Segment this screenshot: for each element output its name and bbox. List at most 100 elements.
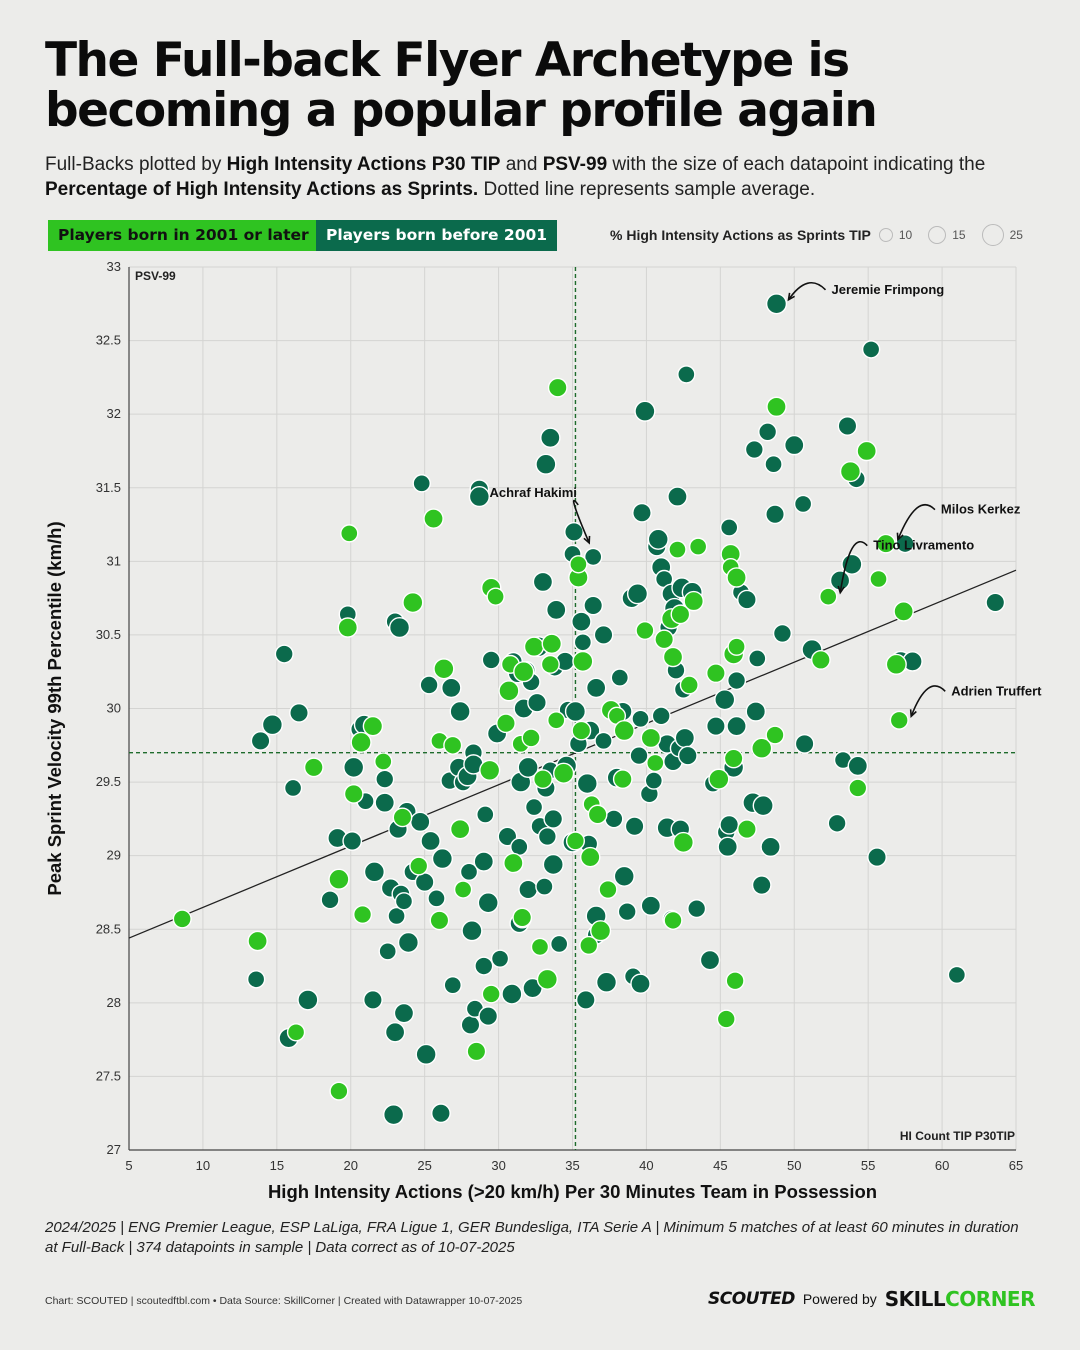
- data-point-young: [705, 663, 726, 684]
- data-point-older: [793, 494, 813, 514]
- data-point-young: [670, 604, 691, 625]
- data-point-older: [393, 1002, 415, 1024]
- data-point-older: [473, 851, 495, 872]
- data-point-young: [337, 617, 359, 638]
- data-point-older: [414, 872, 435, 893]
- data-point-young: [635, 620, 655, 641]
- brand-logos: SCOUTED Powered by SKILLCORNER: [708, 1287, 1035, 1311]
- data-point-young: [547, 711, 566, 730]
- data-point-older: [378, 942, 397, 961]
- data-point-older: [624, 816, 645, 837]
- data-point-older: [719, 814, 740, 835]
- data-point-young: [503, 852, 524, 874]
- data-point-older: [289, 703, 309, 723]
- data-point-young: [589, 920, 612, 942]
- data-point-older: [431, 848, 454, 870]
- annotation-arrow: [897, 504, 936, 540]
- data-point-older: [576, 772, 598, 795]
- data-point-young: [536, 968, 558, 990]
- data-point-older: [632, 502, 652, 523]
- data-point-older: [717, 836, 738, 858]
- data-point-young: [409, 856, 429, 876]
- data-point-older: [476, 805, 495, 824]
- data-point-older: [867, 847, 887, 868]
- annotation-label: Adrien Truffert: [951, 683, 1042, 698]
- data-point-older: [794, 733, 815, 754]
- data-point-older: [490, 949, 510, 968]
- y-tick-label: 28: [107, 995, 121, 1010]
- data-point-older: [748, 649, 767, 668]
- data-point-older: [545, 599, 567, 621]
- data-point-young: [856, 440, 877, 462]
- data-point-older: [745, 701, 767, 722]
- data-point-older: [460, 1015, 481, 1035]
- data-point-older: [532, 571, 554, 593]
- data-point-older: [626, 583, 649, 605]
- data-point-older: [394, 892, 414, 911]
- x-tick-label: 35: [565, 1158, 579, 1173]
- annotation-arrowhead: [909, 709, 917, 718]
- data-point-young: [423, 508, 444, 529]
- data-point-young: [572, 650, 594, 673]
- data-point-young: [810, 650, 831, 670]
- y-tick-label: 27: [107, 1142, 121, 1157]
- y-tick-label: 30: [107, 701, 121, 716]
- data-point-older: [363, 861, 386, 883]
- data-point-young: [350, 731, 372, 753]
- data-point-older: [449, 700, 471, 723]
- data-point-young: [679, 675, 699, 695]
- data-point-young: [708, 768, 730, 790]
- annotation-label: Milos Kerkez: [941, 502, 1021, 517]
- size-legend-value: 15: [952, 228, 966, 242]
- data-point-young: [453, 880, 473, 899]
- data-point-young: [889, 710, 909, 730]
- y-tick-label: 32.5: [96, 333, 121, 348]
- data-point-young: [286, 1023, 306, 1042]
- x-tick-label: 40: [639, 1158, 653, 1173]
- data-point-older: [705, 716, 726, 737]
- data-point-older: [772, 623, 792, 643]
- y-tick-label: 31.5: [96, 480, 121, 495]
- data-point-young: [716, 1009, 736, 1029]
- y-tick-label: 33: [107, 259, 121, 274]
- data-point-older: [474, 956, 494, 976]
- data-point-young: [479, 759, 501, 781]
- size-legend-title: % High Intensity Actions as Sprints TIP: [610, 227, 871, 243]
- data-point-older: [571, 611, 592, 632]
- data-point-young: [303, 757, 324, 778]
- data-point-older: [461, 920, 483, 942]
- x-corner-label: HI Count TIP P30TIP: [900, 1129, 1015, 1143]
- data-point-young: [429, 910, 450, 931]
- data-point-older: [687, 899, 707, 919]
- x-axis-label: High Intensity Actions (>20 km/h) Per 30…: [268, 1181, 877, 1202]
- data-point-older: [543, 808, 564, 829]
- data-point-older: [384, 1022, 406, 1043]
- data-point-older: [752, 795, 774, 817]
- data-point-older: [501, 983, 523, 1005]
- data-point-young: [530, 937, 550, 957]
- data-point-older: [478, 1006, 499, 1026]
- data-point-older: [397, 931, 420, 954]
- data-point-young: [723, 748, 744, 769]
- data-point-older: [613, 865, 635, 887]
- data-point-older: [261, 714, 283, 736]
- data-point-older: [667, 486, 688, 507]
- x-tick-label: 65: [1009, 1158, 1023, 1173]
- data-point-older: [617, 902, 637, 922]
- data-point-young: [876, 533, 896, 554]
- data-point-older: [564, 522, 584, 542]
- data-point-older: [594, 731, 613, 751]
- data-point-young: [466, 1041, 487, 1062]
- size-legend-value: 10: [898, 228, 913, 242]
- data-point-young: [374, 752, 393, 771]
- data-point-older: [751, 875, 772, 895]
- footnote-line-1: 2024/2025 | ENG Premier League, ESP LaLi…: [45, 1219, 1019, 1236]
- data-point-older: [604, 809, 624, 829]
- data-point-young: [247, 930, 268, 952]
- trendline: [128, 569, 1017, 939]
- data-point-older: [765, 504, 785, 525]
- data-point-older: [784, 434, 805, 456]
- size-legend-circle-medium: [928, 226, 947, 244]
- data-point-young: [496, 713, 516, 734]
- data-point-older: [610, 668, 630, 687]
